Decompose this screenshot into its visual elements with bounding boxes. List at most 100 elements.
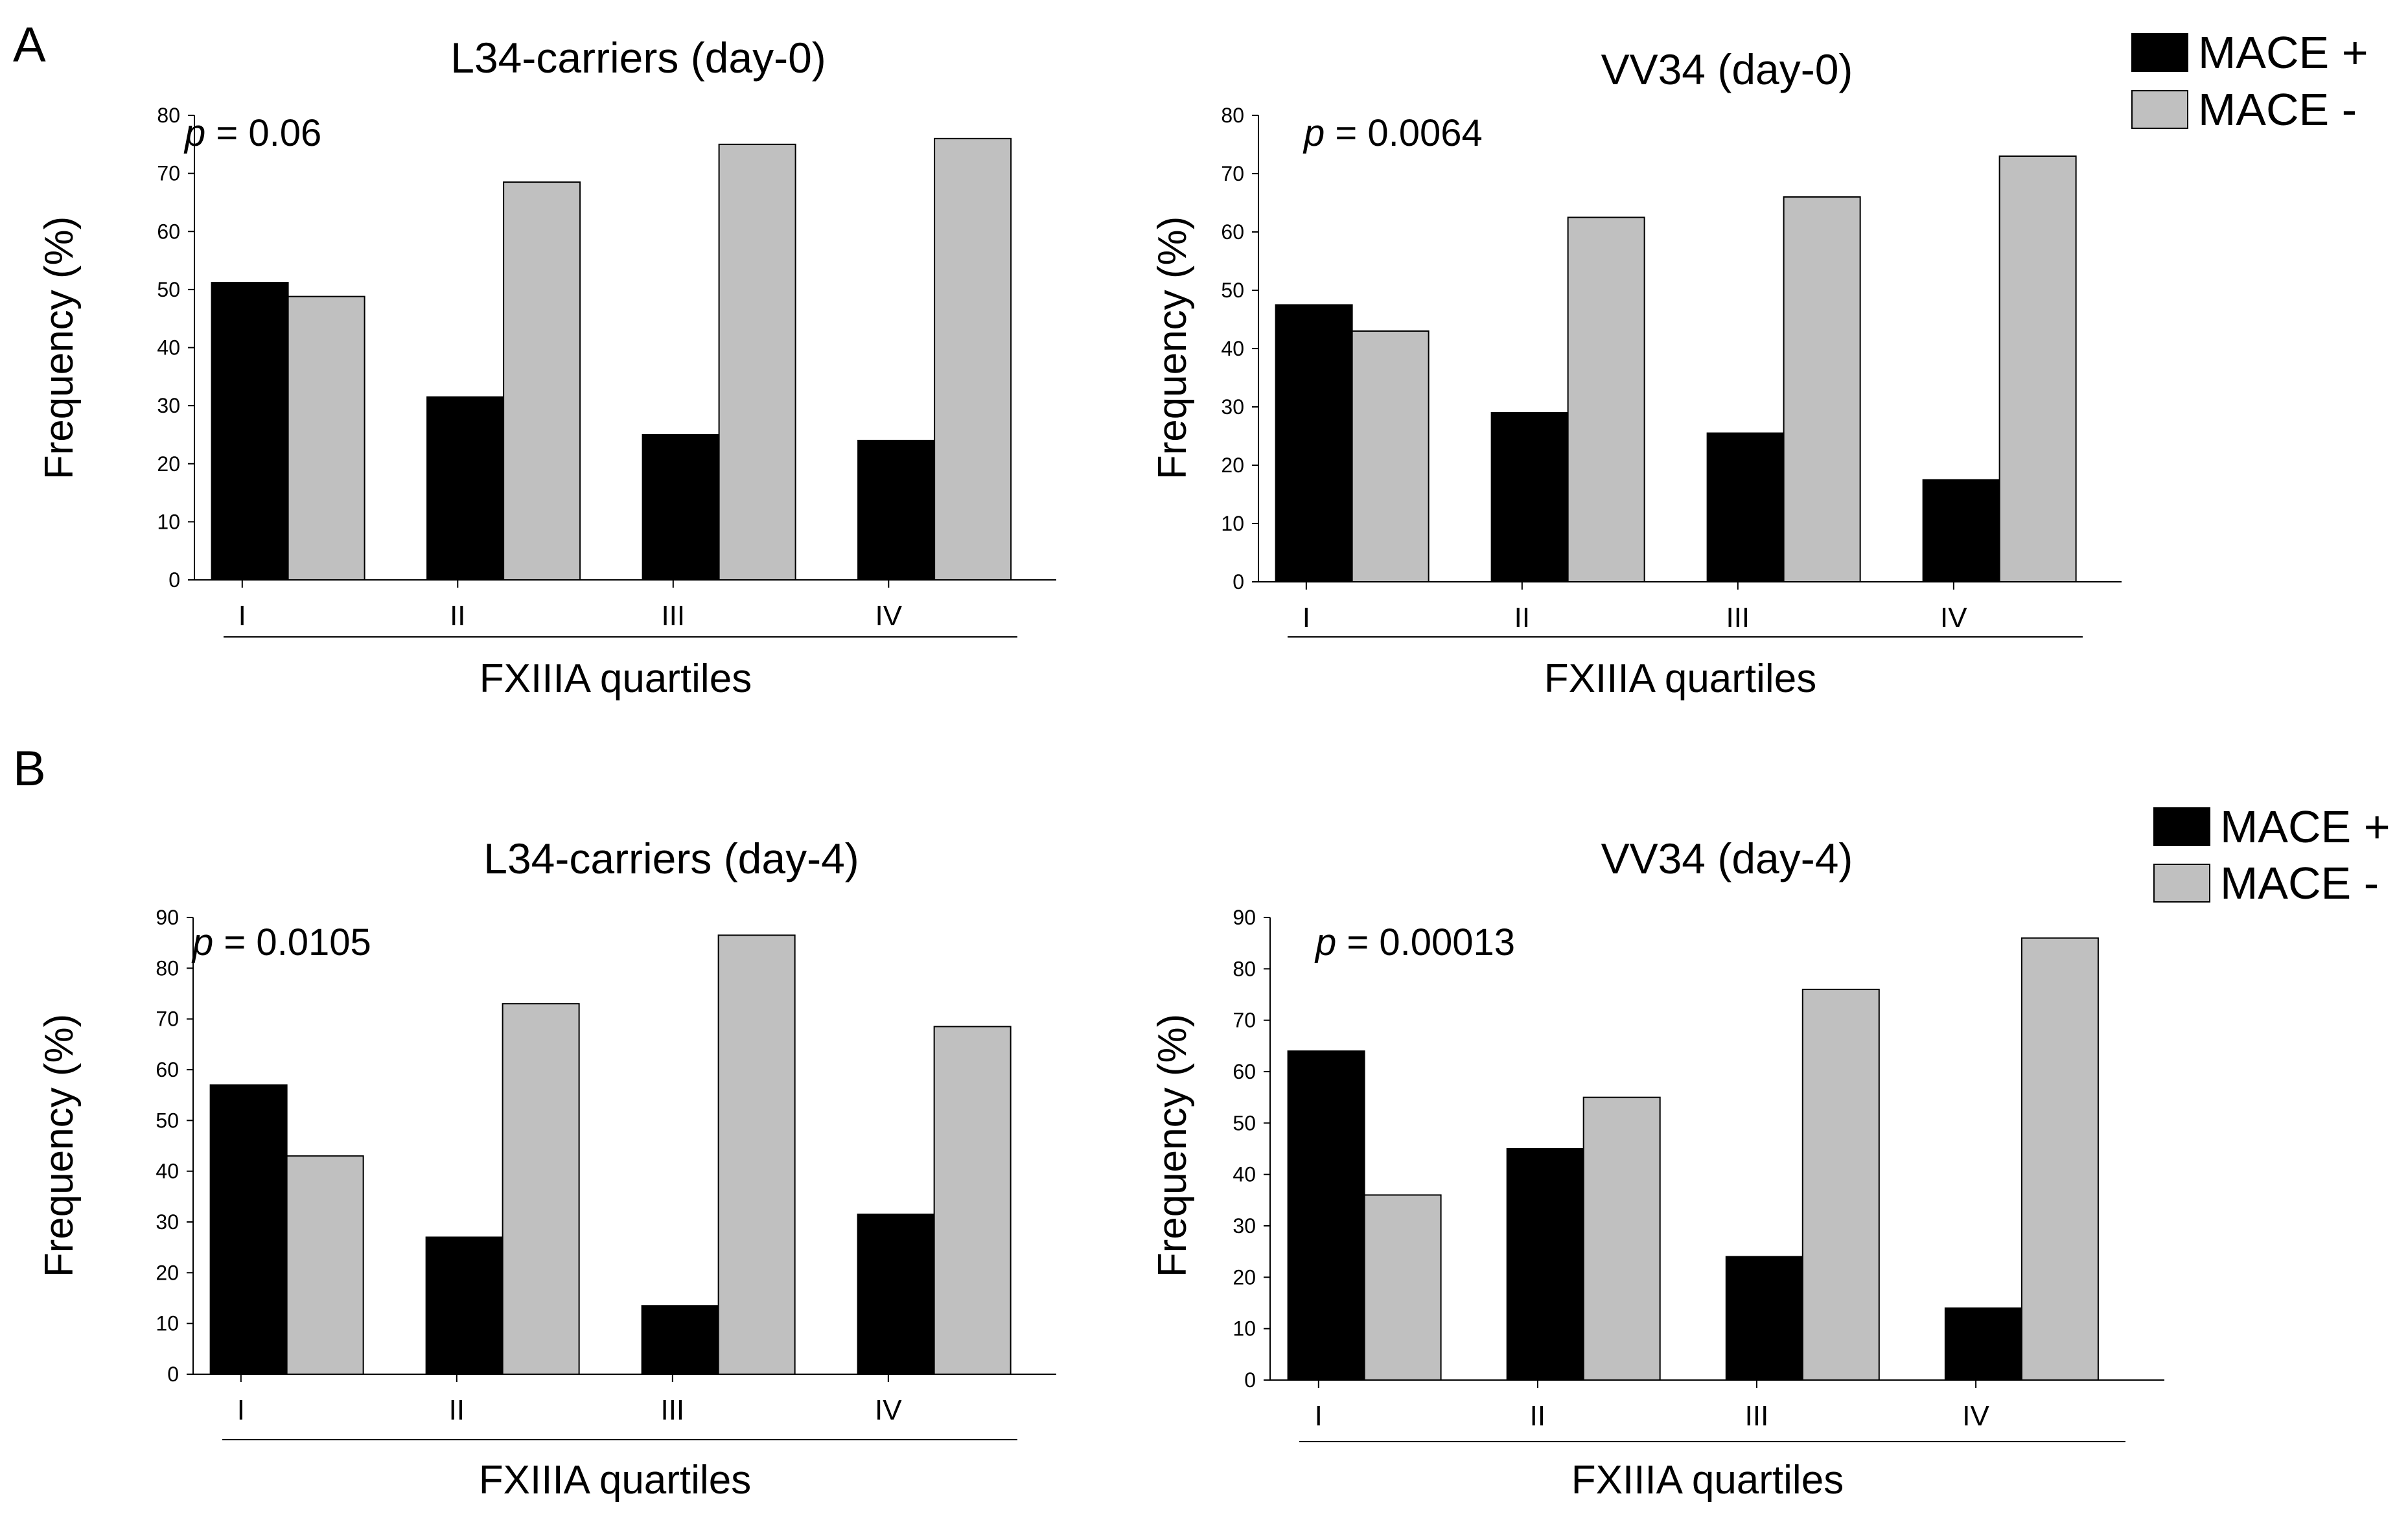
chart-l34-day0: L34-carriers (day-0) p = 0.06 Frequency (%… bbox=[37, 34, 1056, 701]
p-value-label: p = 0.06 bbox=[183, 112, 321, 154]
y-tick-label: 20 bbox=[1221, 454, 1244, 477]
y-axis-label: Frequency (%) bbox=[37, 1014, 82, 1278]
x-category-label: II bbox=[1530, 1400, 1546, 1432]
p-symbol: p bbox=[191, 921, 213, 963]
chart-title: VV34 (day-4) bbox=[1601, 835, 1853, 882]
y-tick-label: 60 bbox=[1221, 220, 1244, 244]
y-tick-label: 50 bbox=[1233, 1111, 1256, 1134]
chart-l34-day4: L34-carriers (day-4) p = 0.0105 Frequency … bbox=[37, 835, 1056, 1503]
bar-mace-plus-i bbox=[1275, 304, 1353, 582]
y-tick-label: 30 bbox=[156, 1210, 179, 1234]
bar-mace-plus-i bbox=[211, 282, 289, 581]
y-tick-label: 70 bbox=[1233, 1009, 1256, 1032]
chart-title: L34-carriers (day-0) bbox=[450, 34, 826, 82]
y-tick-label: 40 bbox=[156, 1160, 179, 1183]
y-tick-label: 80 bbox=[157, 104, 180, 127]
x-category-label: IV bbox=[875, 600, 903, 632]
bar-mace-plus-ii bbox=[426, 396, 505, 581]
p-value: = 0.0105 bbox=[213, 921, 371, 963]
y-tick-label: 0 bbox=[1233, 570, 1244, 593]
x-category-label: II bbox=[1514, 602, 1530, 634]
p-value: = 0.0064 bbox=[1325, 112, 1483, 154]
panel-label-b: B bbox=[13, 741, 46, 796]
legend-label-mace-plus: MACE + bbox=[2198, 27, 2368, 78]
y-tick-label: 30 bbox=[1221, 395, 1244, 419]
bar-mace-minus-i bbox=[1363, 1194, 1442, 1381]
y-tick-label: 0 bbox=[168, 568, 180, 592]
bar-mace-minus-ii bbox=[502, 1003, 580, 1375]
bar-mace-minus-iv bbox=[934, 137, 1012, 581]
y-tick-label: 0 bbox=[167, 1363, 179, 1386]
y-tick-label: 70 bbox=[1221, 162, 1244, 185]
legend-swatch-mace-minus bbox=[2153, 864, 2210, 903]
x-category-label: I bbox=[238, 600, 246, 632]
chart-title: L34-carriers (day-4) bbox=[483, 835, 859, 882]
legend-label-mace-minus: MACE - bbox=[2198, 84, 2357, 135]
y-tick-label: 60 bbox=[1233, 1060, 1256, 1083]
y-tick-label: 50 bbox=[156, 1109, 179, 1132]
x-category-label: III bbox=[1726, 602, 1750, 634]
p-value-label: p = 0.00013 bbox=[1314, 921, 1515, 963]
legend-bottom: MACE + MACE - bbox=[2153, 801, 2391, 908]
bar-mace-plus-ii bbox=[1506, 1148, 1584, 1381]
chart-vv34-day0: VV34 (day-0) p = 0.0064 Frequency (%) 0 10 20… bbox=[1150, 45, 2122, 701]
y-tick-label: 70 bbox=[156, 1008, 179, 1031]
y-tick-label: 20 bbox=[157, 452, 180, 476]
legend-swatch-mace-plus bbox=[2153, 807, 2210, 846]
y-tick-label: 30 bbox=[157, 394, 180, 417]
y-tick-label: 10 bbox=[1233, 1317, 1256, 1341]
p-symbol: p bbox=[1314, 921, 1336, 963]
bar-mace-minus-iv bbox=[933, 1026, 1012, 1375]
bar-mace-minus-i bbox=[286, 1155, 364, 1375]
panel-label-a: A bbox=[13, 17, 46, 73]
bar-mace-plus-i bbox=[1287, 1050, 1365, 1381]
legend-label-mace-minus: MACE - bbox=[2220, 858, 2379, 908]
bar-mace-minus-ii bbox=[1582, 1096, 1661, 1381]
bar-mace-minus-ii bbox=[503, 181, 581, 581]
legend-label-mace-plus: MACE + bbox=[2220, 801, 2391, 852]
y-tick-label: 70 bbox=[157, 162, 180, 185]
bar-mace-minus-iii bbox=[717, 934, 796, 1375]
y-tick-label: 30 bbox=[1233, 1214, 1256, 1238]
bar-mace-plus-iii bbox=[642, 433, 720, 581]
y-tick-label: 10 bbox=[156, 1312, 179, 1335]
x-category-label: III bbox=[1745, 1400, 1769, 1432]
x-axis-label: FXIIIA quartiles bbox=[1571, 1458, 1844, 1503]
y-tick-label: 50 bbox=[1221, 279, 1244, 302]
y-axis-label: Frequency (%) bbox=[1150, 216, 1195, 480]
p-value: = 0.06 bbox=[205, 112, 321, 154]
bar-mace-minus-iv bbox=[2020, 937, 2099, 1381]
bar-mace-minus-iv bbox=[1998, 155, 2077, 582]
bar-mace-minus-iii bbox=[1801, 989, 1880, 1381]
chart-title: VV34 (day-0) bbox=[1601, 45, 1853, 93]
y-tick-label: 80 bbox=[1221, 104, 1244, 127]
x-axis-label: FXIIIA quartiles bbox=[479, 1458, 751, 1503]
y-tick-label: 10 bbox=[1221, 512, 1244, 535]
x-category-label: III bbox=[661, 600, 685, 632]
bar-mace-plus-iv bbox=[1922, 479, 2000, 582]
bar-mace-minus-ii bbox=[1567, 216, 1645, 582]
legend-top: MACE + MACE - bbox=[2131, 27, 2368, 135]
bar-mace-plus-iv bbox=[1944, 1307, 2022, 1381]
chart-vv34-day4: VV34 (day-4) p = 0.00013 Frequency (%) 0 10 2… bbox=[1150, 835, 2164, 1503]
y-tick-label: 40 bbox=[1221, 337, 1244, 360]
y-tick-label: 40 bbox=[1233, 1163, 1256, 1186]
bar-mace-plus-iii bbox=[1725, 1256, 1803, 1381]
x-category-label: II bbox=[449, 1394, 465, 1426]
x-category-label: IV bbox=[875, 1394, 902, 1426]
y-tick-label: 90 bbox=[156, 906, 179, 929]
y-tick-label: 80 bbox=[1233, 957, 1256, 980]
p-value-label: p = 0.0064 bbox=[1302, 112, 1483, 154]
y-tick-label: 20 bbox=[156, 1261, 179, 1284]
x-category-label: II bbox=[450, 600, 465, 632]
y-tick-label: 20 bbox=[1233, 1265, 1256, 1289]
p-value-label: p = 0.0105 bbox=[191, 921, 371, 963]
bar-mace-plus-ii bbox=[425, 1236, 504, 1375]
x-axis-label: FXIIIA quartiles bbox=[1544, 656, 1816, 701]
legend-swatch-mace-plus bbox=[2131, 33, 2188, 72]
y-tick-label: 80 bbox=[156, 956, 179, 980]
y-tick-label: 0 bbox=[1244, 1368, 1256, 1392]
p-value: = 0.00013 bbox=[1336, 921, 1515, 963]
x-category-label: I bbox=[1315, 1400, 1323, 1432]
